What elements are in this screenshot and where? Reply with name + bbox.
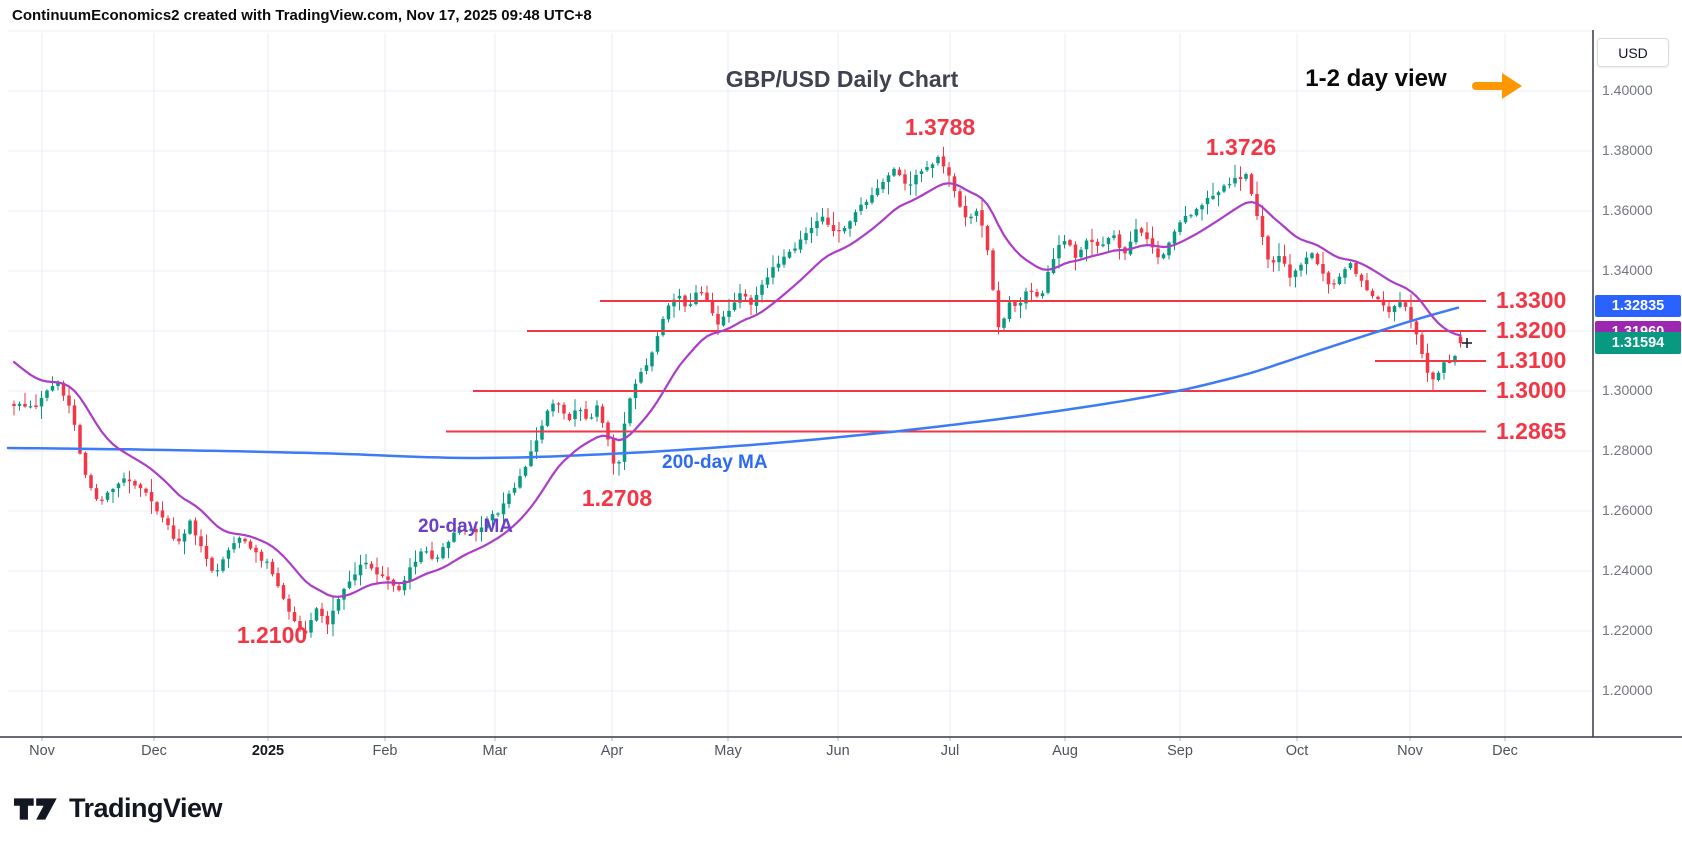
tradingview-logo-text: TradingView [69, 793, 223, 823]
tradingview-logo[interactable]: TradingView [14, 793, 223, 824]
tradingview-logo-icon [14, 797, 57, 820]
direction-arrow-icon [1502, 73, 1522, 99]
attribution-header: ContinuumEconomics2 created with Trading… [12, 7, 592, 24]
